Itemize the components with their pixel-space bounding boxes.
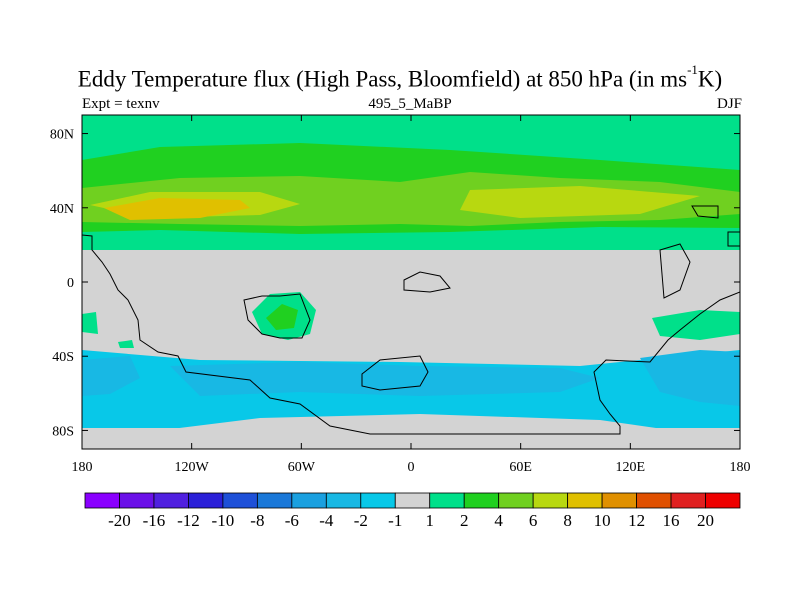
x-tick-label: 180 [72, 460, 93, 475]
colorbar-swatch [188, 492, 224, 509]
colorbar-swatch [360, 492, 396, 509]
colorbar-swatch [601, 492, 637, 509]
colorbar-swatch [84, 492, 120, 509]
e-positive [652, 310, 740, 340]
y-tick-label: 40S [52, 350, 74, 365]
small-positive [118, 340, 134, 348]
coastline [659, 243, 691, 299]
colorbar-label: 12 [628, 511, 645, 530]
colorbar-label: 16 [663, 511, 680, 530]
colorbar-label: -12 [177, 511, 200, 530]
experiment-label: Expt = texnv [82, 96, 160, 112]
colorbar-label: -16 [143, 511, 166, 530]
colorbar-swatch [153, 492, 189, 509]
y-tick-label: 40N [50, 202, 74, 217]
colorbar-swatch [498, 492, 534, 509]
x-tick-label: 120E [616, 460, 646, 475]
colorbar-label: 2 [460, 511, 469, 530]
colorbar-label: -1 [388, 511, 402, 530]
x-tick-label: 60E [509, 460, 532, 475]
coastline [82, 234, 740, 435]
axis-ticks: 180 120W 60W 0 60E 120E 180 80N 40N 0 40S 80S [50, 115, 751, 475]
colorbar-label: -10 [212, 511, 235, 530]
x-tick-label: 0 [408, 460, 415, 475]
y-tick-label: 80N [50, 128, 74, 143]
antarctic-neutral [82, 428, 740, 449]
x-tick-label: 120W [175, 460, 210, 475]
colorbar-label: -8 [250, 511, 264, 530]
colorbar-label: 20 [697, 511, 714, 530]
colorbar-swatch [705, 492, 741, 509]
nh-band-6b [460, 186, 700, 218]
colorbar-label: 6 [529, 511, 538, 530]
colorbar-swatch [567, 492, 603, 509]
sa-positive-2 [266, 304, 298, 330]
run-label: 495_5_MaBP [368, 96, 452, 112]
colorbar-swatch [670, 492, 706, 509]
colorbar-label: -6 [285, 511, 299, 530]
coastline [243, 293, 311, 339]
map-field [82, 115, 740, 449]
nh-band-8 [104, 198, 250, 220]
colorbar-label: -20 [108, 511, 131, 530]
season-label: DJF [716, 96, 742, 112]
colorbar-label: -4 [319, 511, 334, 530]
colorbar-swatch [119, 492, 155, 509]
colorbar-swatch [222, 492, 258, 509]
y-tick-label: 80S [52, 424, 74, 439]
so-neg-2b [170, 362, 600, 396]
plot-title: Eddy Temperature flux (High Pass, Bloomf… [77, 62, 723, 92]
colorbar-label: 1 [425, 511, 434, 530]
colorbar-label: 4 [494, 511, 503, 530]
colorbar-label: -2 [354, 511, 368, 530]
colorbar-label: 10 [594, 511, 611, 530]
x-tick-label: 180 [730, 460, 751, 475]
colorbar-swatch [291, 492, 327, 509]
colorbar-swatch [256, 492, 293, 509]
so-neg-2a [82, 356, 140, 396]
colorbar-swatch [532, 492, 569, 509]
coastline [691, 205, 719, 219]
coastline [403, 271, 451, 293]
colorbar-label: 8 [563, 511, 572, 530]
w-positive [82, 312, 98, 334]
colorbar-swatch [325, 492, 362, 509]
coastline [727, 231, 740, 247]
colorbar-swatch [429, 492, 465, 509]
colorbar-swatch [636, 492, 672, 509]
y-tick-label: 0 [67, 276, 74, 291]
coastline [361, 355, 429, 391]
so-neg-2c [640, 350, 740, 406]
colorbar: -20 -16 -12 -10 -8 -6 -4 -2 -1 1 2 4 6 8 10 12 16 20 [84, 492, 741, 530]
x-tick-label: 60W [288, 460, 316, 475]
colorbar-swatch [463, 492, 500, 509]
colorbar-swatch [394, 492, 431, 509]
